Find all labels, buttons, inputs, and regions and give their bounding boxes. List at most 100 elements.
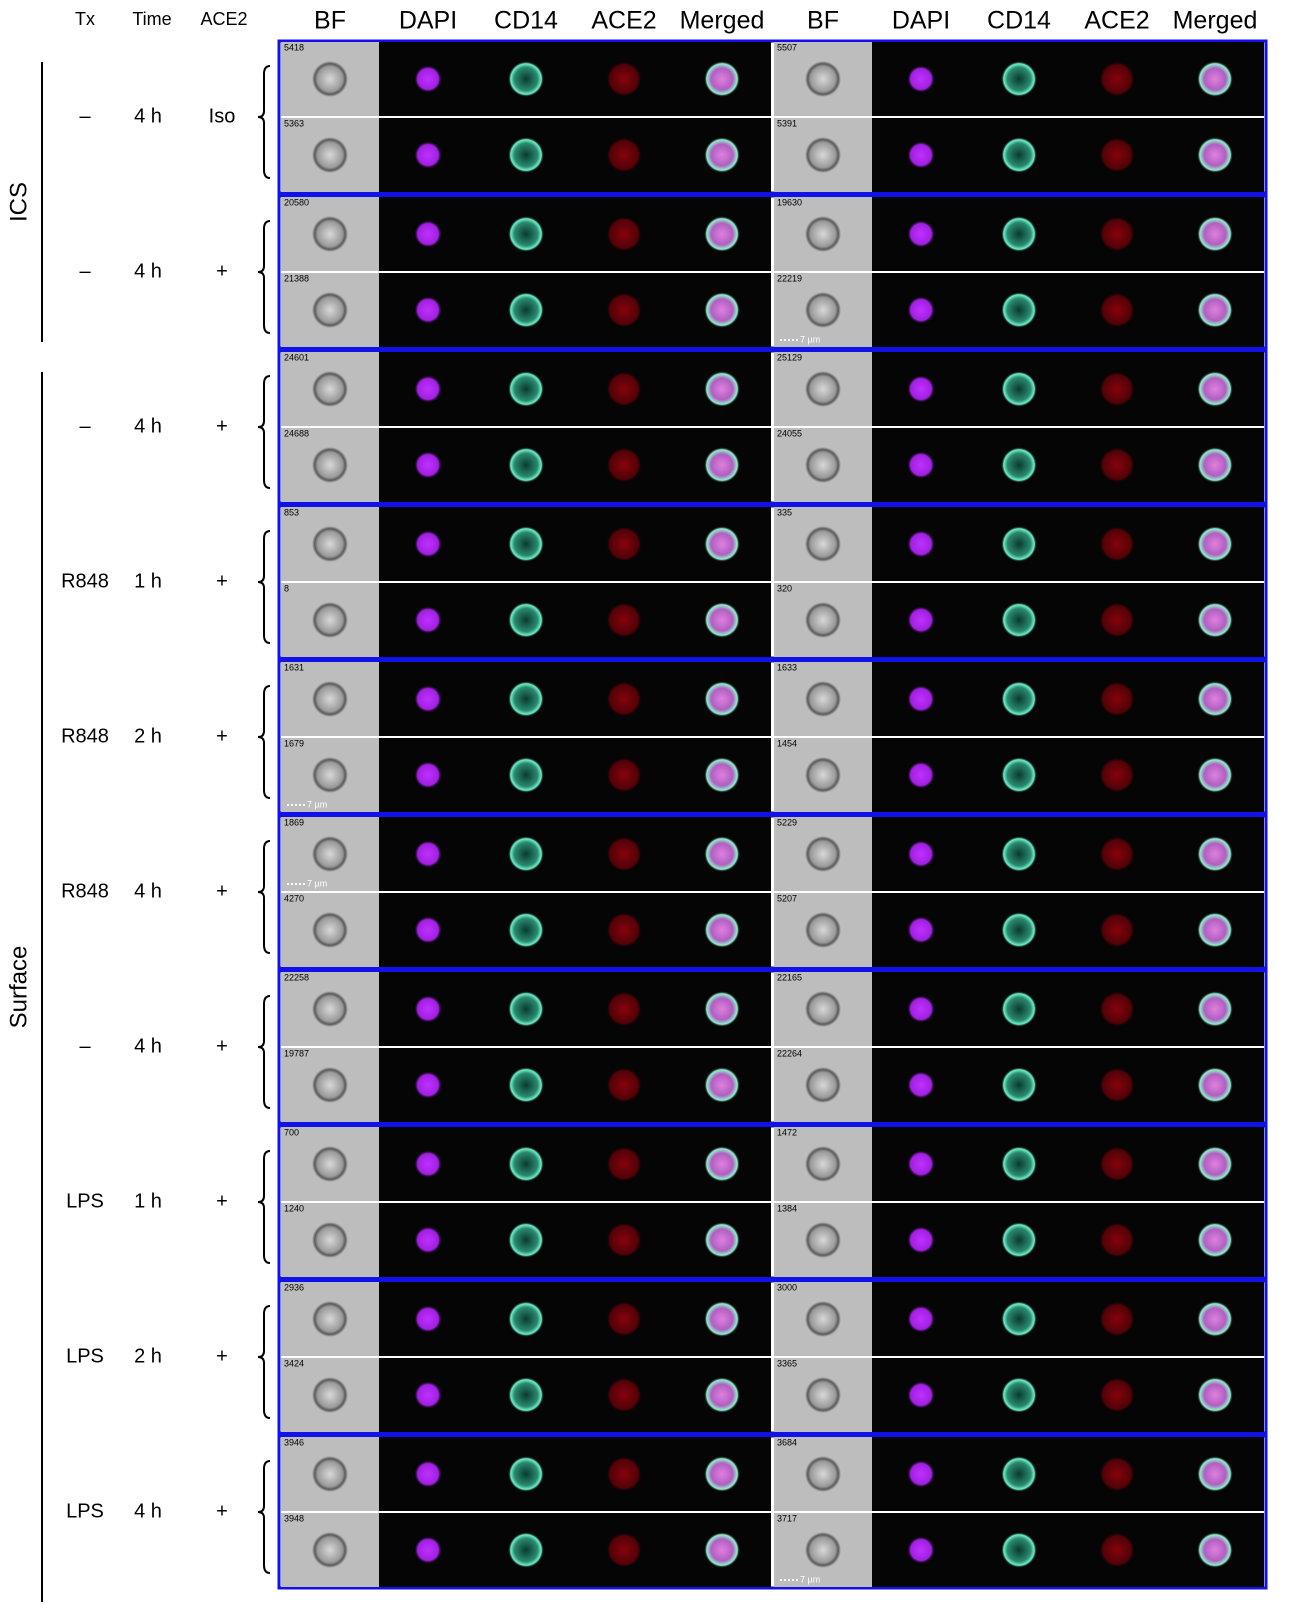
time-label: 4 h: [134, 415, 162, 437]
cell-image: [414, 685, 442, 713]
cell-image: [907, 296, 935, 324]
cell-image: [704, 447, 740, 483]
brace: [258, 1151, 270, 1263]
cell-image: [414, 1460, 442, 1488]
channel-header: CD14: [987, 7, 1051, 35]
cell-id: 3948: [284, 1513, 304, 1523]
cell-id: 3000: [777, 1282, 797, 1292]
cell-image: [508, 681, 544, 717]
cell-image: [704, 991, 740, 1027]
cell-image: [1001, 137, 1037, 173]
cell-image: [1001, 1532, 1037, 1568]
cell-image: [1001, 681, 1037, 717]
cell-id: 700: [284, 1127, 299, 1137]
cell-image: [907, 1305, 935, 1333]
cell-image: [704, 681, 740, 717]
cell-id: 21388: [284, 273, 309, 283]
cell-image: [1099, 137, 1135, 173]
cell-image: [312, 1301, 348, 1337]
cell-image: [805, 137, 841, 173]
cell-image: [1001, 61, 1037, 97]
ace2-label: +: [216, 1035, 228, 1057]
channel-header: DAPI: [399, 7, 457, 35]
cell-image: [414, 220, 442, 248]
cell-image: [1001, 447, 1037, 483]
cell-image: [1001, 912, 1037, 948]
cell-image: [704, 292, 740, 328]
cell-image: [1197, 1301, 1233, 1337]
cell-image: [606, 912, 642, 948]
ace2-label: +: [216, 1500, 228, 1522]
time-label: 1 h: [134, 570, 162, 592]
cell-image: [312, 1456, 348, 1492]
cell-image: [508, 526, 544, 562]
scale-bar-label: 7 µm: [800, 1574, 820, 1584]
cell-image: [1099, 1301, 1135, 1337]
cell-image: [1001, 1301, 1037, 1337]
cell-image: [907, 1226, 935, 1254]
cell-image: [606, 61, 642, 97]
cell-image: [508, 292, 544, 328]
cell-image: [1099, 61, 1135, 97]
cell-image: [312, 836, 348, 872]
cell-id: 5391: [777, 118, 797, 128]
cell-image: [805, 216, 841, 252]
cell-image: [606, 1377, 642, 1413]
cell-image: [1001, 991, 1037, 1027]
cell-image: [907, 916, 935, 944]
cell-image: [1099, 216, 1135, 252]
cell-image: [704, 526, 740, 562]
ace2-label: +: [216, 1345, 228, 1367]
cell-image: [508, 1377, 544, 1413]
cell-image: [805, 1146, 841, 1182]
cell-image: [907, 840, 935, 868]
cell-id: 1472: [777, 1127, 797, 1137]
cell-image: [414, 451, 442, 479]
cell-image: [1099, 1146, 1135, 1182]
cell-image: [805, 602, 841, 638]
cell-image: [1099, 292, 1135, 328]
cell-id: 5363: [284, 118, 304, 128]
cell-image: [312, 757, 348, 793]
treatment-label: R848: [61, 880, 109, 902]
cell-image: [414, 1305, 442, 1333]
cell-id: 1631: [284, 662, 304, 672]
channel-header: Merged: [680, 7, 765, 35]
cell-image: [508, 991, 544, 1027]
cell-id: 1384: [777, 1203, 797, 1213]
cell-id: 1633: [777, 662, 797, 672]
cell-image: [414, 296, 442, 324]
cell-id: 19630: [777, 197, 802, 207]
cell-image: [907, 761, 935, 789]
cell-image: [907, 375, 935, 403]
cell-image: [704, 216, 740, 252]
cell-id: 4270: [284, 893, 304, 903]
cell-image: [805, 1456, 841, 1492]
cell-image: [606, 1456, 642, 1492]
ace2-label: +: [216, 1190, 228, 1212]
cell-image: [312, 912, 348, 948]
cell-id: 3717: [777, 1513, 797, 1523]
brace: [258, 841, 270, 953]
cell-image: [1001, 216, 1037, 252]
brace: [258, 1306, 270, 1418]
cell-image: [805, 1222, 841, 1258]
cell-image: [805, 681, 841, 717]
ace2-label: +: [216, 880, 228, 902]
cell-image: [907, 1460, 935, 1488]
cell-image: [805, 447, 841, 483]
cell-image: [1001, 757, 1037, 793]
cell-image: [1197, 447, 1233, 483]
cell-image: [907, 451, 935, 479]
cell-image: [1001, 1067, 1037, 1103]
column-header: ACE2: [200, 9, 247, 29]
cell-id: 1454: [777, 738, 797, 748]
cell-image: [805, 371, 841, 407]
channel-header: BF: [314, 7, 346, 35]
cell-id: 24688: [284, 428, 309, 438]
cell-id: 22219: [777, 273, 802, 283]
cell-image: [1197, 681, 1233, 717]
cell-image: [312, 292, 348, 328]
cell-image: [1197, 137, 1233, 173]
